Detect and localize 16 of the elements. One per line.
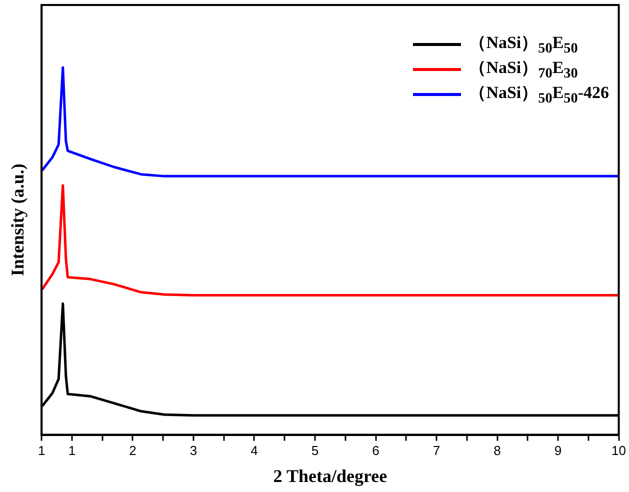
- legend-label: （NaSi）$_{50}$E$_{50}$-426: [469, 82, 609, 108]
- x-tick-label: 1: [68, 443, 76, 458]
- x-tick-label: 4: [250, 443, 258, 458]
- x-tick-label: 10: [612, 443, 626, 458]
- y-axis-title: Intensity (a.u.): [7, 164, 28, 276]
- x-tick-label: 1: [38, 443, 46, 458]
- x-tick-label: 8: [494, 443, 501, 458]
- x-tick-label: 9: [554, 443, 562, 458]
- x-tick-label: 7: [432, 443, 440, 458]
- x-tick-label: 5: [311, 443, 319, 458]
- x-tick-label: 6: [372, 443, 380, 458]
- x-axis-title: 2 Theta/degree: [273, 466, 388, 486]
- legend-label: （NaSi）$_{70}$E$_{30}$: [469, 57, 578, 83]
- x-tick-label: 3: [190, 443, 198, 458]
- legend-label: （NaSi）$_{50}$E$_{50}$: [469, 32, 578, 58]
- x-tick-label: 2: [129, 443, 136, 458]
